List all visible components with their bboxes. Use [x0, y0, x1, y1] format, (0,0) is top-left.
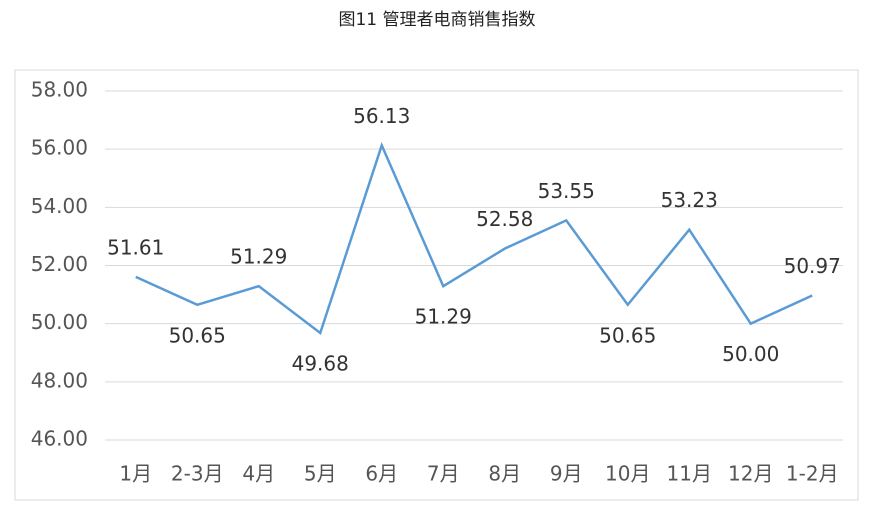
- x-tick-label: 2-3月: [171, 462, 224, 486]
- x-tick-label: 7月: [427, 462, 460, 486]
- series-line: [135, 141, 813, 336]
- data-label: 51.29: [230, 245, 287, 269]
- y-tick-label: 56.00: [31, 136, 88, 160]
- x-tick-label: 10月: [605, 462, 650, 486]
- x-tick-label: 6月: [365, 462, 398, 486]
- data-label: 56.13: [353, 104, 410, 128]
- data-label: 50.00: [722, 342, 779, 366]
- data-label: 50.97: [784, 254, 841, 278]
- data-label: 53.55: [538, 179, 595, 203]
- data-label: 53.23: [661, 188, 718, 212]
- x-tick-label: 11月: [667, 462, 712, 486]
- data-label: 51.61: [107, 235, 164, 259]
- data-label: 50.65: [599, 323, 656, 347]
- chart-title: 图11 管理者电商销售指数: [338, 10, 535, 30]
- y-tick-label: 48.00: [31, 368, 88, 392]
- data-label: 50.65: [169, 323, 226, 347]
- x-tick-label: 12月: [728, 462, 773, 486]
- data-label: 51.29: [415, 305, 472, 329]
- x-tick-label: 8月: [488, 462, 521, 486]
- data-label: 52.58: [476, 207, 533, 231]
- x-tick-label: 5月: [304, 462, 337, 486]
- y-tick-label: 46.00: [31, 427, 88, 451]
- y-tick-label: 50.00: [31, 310, 88, 334]
- x-tick-label: 9月: [550, 462, 583, 486]
- y-tick-label: 52.00: [31, 252, 88, 276]
- x-tick-label: 4月: [242, 462, 275, 486]
- data-label: 49.68: [292, 351, 349, 375]
- y-tick-label: 58.00: [31, 78, 88, 102]
- x-tick-label: 1-2月: [786, 462, 839, 486]
- plot-frame: [14, 69, 859, 501]
- y-tick-label: 54.00: [31, 194, 88, 218]
- x-tick-label: 1月: [119, 462, 152, 486]
